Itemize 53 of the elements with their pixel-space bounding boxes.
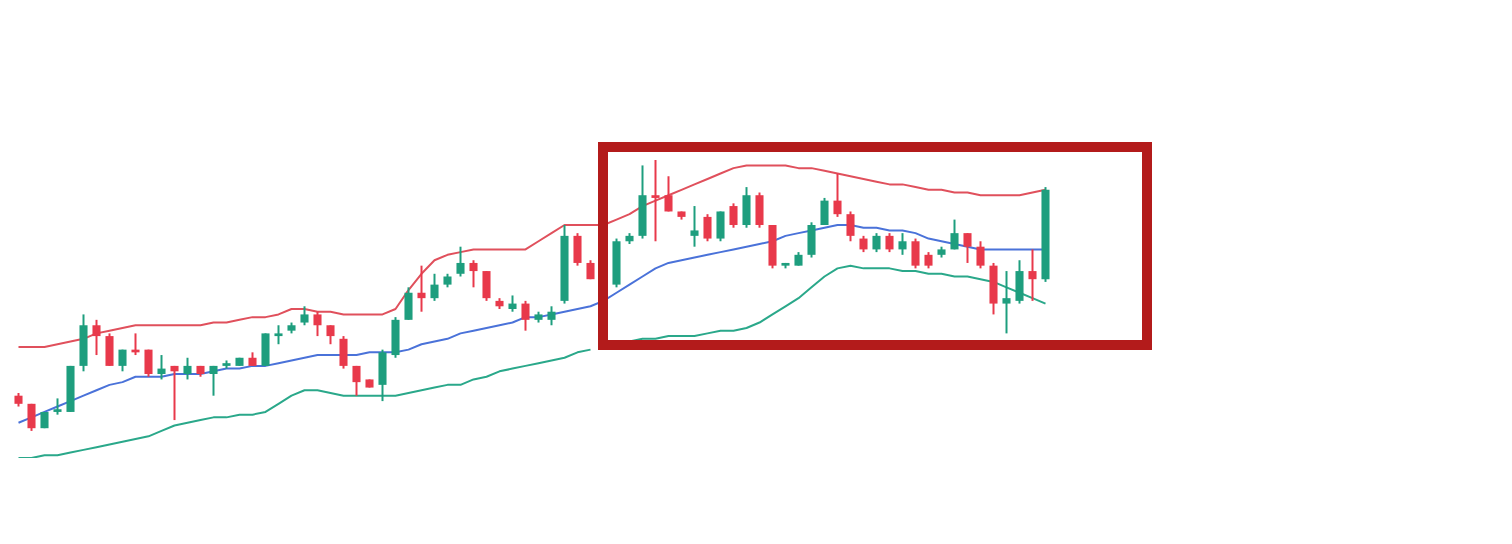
candlestick xyxy=(976,240,985,270)
candlestick xyxy=(274,324,283,346)
candlestick xyxy=(833,172,842,218)
candlestick xyxy=(989,261,998,316)
candlestick xyxy=(209,364,218,397)
candlestick xyxy=(1002,270,1011,335)
candlestick xyxy=(612,237,621,289)
candlestick xyxy=(729,202,738,229)
candlestick xyxy=(716,210,725,243)
candlestick xyxy=(547,305,556,327)
candlestick xyxy=(872,232,881,254)
candlestick xyxy=(105,332,114,367)
candlestick xyxy=(521,299,530,332)
candlestick xyxy=(690,205,699,248)
candlestick xyxy=(664,175,673,213)
candlestick xyxy=(261,332,270,367)
candlestick xyxy=(898,232,907,256)
candlestick xyxy=(144,348,153,378)
candlestick xyxy=(430,272,439,302)
candlestick xyxy=(469,259,478,289)
candlestick xyxy=(1028,248,1037,302)
candlestick xyxy=(79,313,88,373)
candlestick xyxy=(456,245,465,278)
candlestick xyxy=(638,164,647,240)
candlestick xyxy=(651,159,660,243)
candlestick xyxy=(339,335,348,370)
candlestick xyxy=(742,186,751,229)
candlestick xyxy=(885,232,894,254)
candlestick xyxy=(352,364,361,397)
candlestick xyxy=(482,270,491,302)
candlestick xyxy=(963,232,972,264)
candlestick xyxy=(404,286,413,321)
candlestick xyxy=(391,316,400,359)
candlestick xyxy=(183,356,192,381)
candlestick xyxy=(911,237,920,270)
candlestick xyxy=(703,213,712,243)
candlestick xyxy=(807,221,816,259)
candlestick xyxy=(170,364,179,422)
candlestick xyxy=(378,348,387,403)
candlestick xyxy=(326,324,335,346)
candlestick xyxy=(313,310,322,338)
candlestick xyxy=(768,224,777,270)
candlestick xyxy=(417,264,426,313)
candlestick xyxy=(846,210,855,243)
candlestick xyxy=(27,402,36,432)
candlestick xyxy=(573,232,582,267)
candlestick xyxy=(92,318,101,357)
candlestick xyxy=(755,191,764,229)
candlestick xyxy=(950,218,959,251)
candlestick xyxy=(66,364,75,413)
candlestick xyxy=(300,305,309,327)
candlestick xyxy=(157,354,166,381)
candlestick xyxy=(820,196,829,227)
